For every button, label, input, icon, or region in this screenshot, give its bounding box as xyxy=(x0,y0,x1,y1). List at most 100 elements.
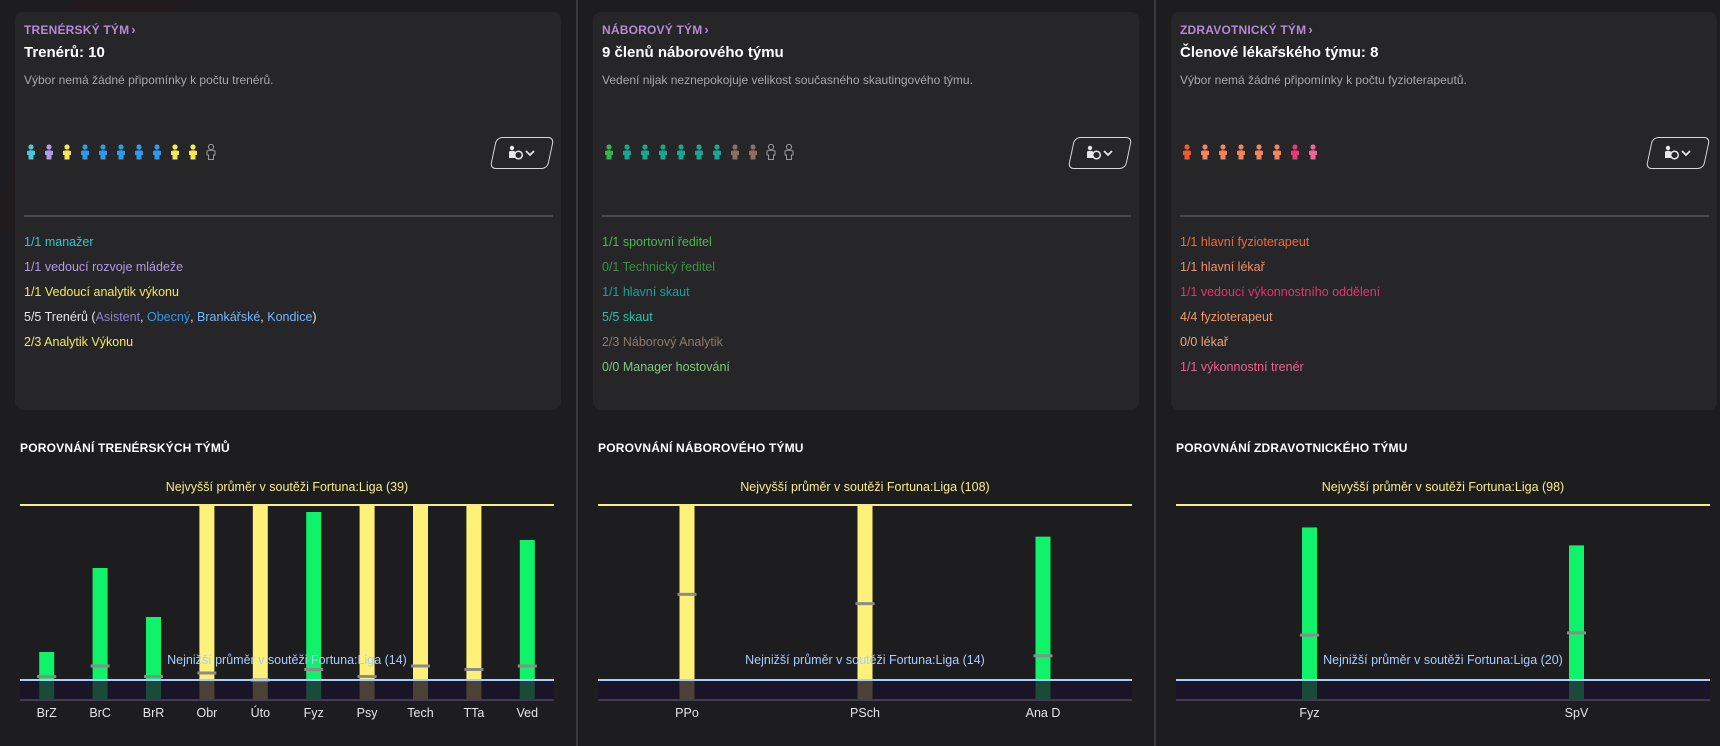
person-icon xyxy=(605,144,613,160)
person-icon xyxy=(81,144,89,160)
person-head xyxy=(624,144,630,150)
league-average-marker xyxy=(411,664,430,668)
staff-role-line: 1/1 výkonnostní trenér xyxy=(1180,355,1380,380)
comparison-chart: PPo PSch Ana D Nejvyšší průměr v soutěži Fo… xyxy=(598,480,1132,720)
staff-role-line: 1/1 manažer xyxy=(24,230,317,255)
team-card: ZDRAVOTNICKÝ TÝM › Členové lékařského tým… xyxy=(1171,12,1717,410)
role-gear xyxy=(513,150,524,160)
staff-role-text: 1/1 vedoucí rozvoje mládeže xyxy=(24,260,184,274)
comparison-chart: Fyz SpV Nejvyšší průměr v soutěži Fortuna:… xyxy=(1176,480,1710,720)
staff-role-text: 5/5 skaut xyxy=(602,310,653,324)
team-count-title: 9 členů náborového týmu xyxy=(602,44,784,61)
league-average-marker xyxy=(144,675,163,678)
role-gear xyxy=(1091,150,1102,160)
role-person-body xyxy=(509,150,515,158)
staff-role-text: , xyxy=(190,310,198,324)
staff-list: 1/1 sportovní ředitel 0/1 Technický ředit… xyxy=(602,230,730,380)
person-head xyxy=(172,144,178,150)
person-body xyxy=(171,150,179,160)
staff-role-line: 2/3 Náborový Analytik xyxy=(602,330,730,355)
person-body xyxy=(206,149,216,160)
person-body xyxy=(1219,150,1227,160)
league-average-marker xyxy=(197,671,217,675)
person-icon xyxy=(695,144,703,160)
staff-role-text: 1/1 výkonnostní trenér xyxy=(1180,360,1304,374)
board-comment: Výbor nemá žádné připomínky k počtu tren… xyxy=(24,73,274,87)
team-header-link[interactable]: TRENÉRSKÝ TÝM › xyxy=(24,22,136,37)
team-count-title: Trenérů: 10 xyxy=(24,44,105,61)
person-head xyxy=(785,144,793,151)
staff-role-text: 1/1 manažer xyxy=(24,235,94,249)
staff-role-line: 2/3 Analytik Výkonu xyxy=(24,330,317,355)
person-head xyxy=(1184,144,1190,150)
staff-role-line: 1/1 hlavní lékař xyxy=(1180,255,1380,280)
person-body xyxy=(641,150,649,160)
chart-bar xyxy=(519,540,535,680)
team-header-link[interactable]: NÁBOROVÝ TÝM › xyxy=(602,22,709,37)
person-head xyxy=(82,144,88,150)
chart-bar-stub xyxy=(92,680,108,700)
staff-role-dropdown-button[interactable] xyxy=(1067,137,1133,169)
staff-role-line: 1/1 hlavní skaut xyxy=(602,280,730,305)
recruitment-team-column: NÁBOROVÝ TÝM › 9 členů náborového týmu Ve… xyxy=(578,0,1140,746)
max-average-label: Nejvyšší průměr v soutěži Fortuna:Liga (… xyxy=(1322,480,1564,494)
person-icon xyxy=(1309,144,1317,160)
chart-category-label: PSch xyxy=(850,706,880,720)
staff-people-row xyxy=(1180,144,1320,160)
max-average-label: Nejvyšší průměr v soutěži Fortuna:Liga (… xyxy=(166,480,408,494)
person-icon xyxy=(1237,144,1245,160)
person-head xyxy=(136,144,142,150)
chart-bar-stub xyxy=(306,680,322,700)
league-average-marker xyxy=(90,664,110,668)
staff-role-dropdown-button[interactable] xyxy=(1645,137,1711,169)
person-head xyxy=(642,144,648,150)
staff-role-text: 5/5 Trenérů ( xyxy=(24,310,96,324)
person-icon xyxy=(784,144,794,160)
person-icon xyxy=(1201,144,1209,160)
person-head xyxy=(1256,144,1262,150)
chart-bar-stub xyxy=(466,680,482,700)
staff-role-icon xyxy=(509,145,535,160)
chart-bar xyxy=(146,617,161,680)
person-head xyxy=(1220,144,1226,150)
league-average-marker xyxy=(1300,633,1319,637)
person-head xyxy=(714,144,720,150)
person-icon xyxy=(641,144,649,160)
staff-role-line: 5/5 skaut xyxy=(602,305,730,330)
chart-category-label: Fyz xyxy=(304,706,324,720)
chart-bar xyxy=(857,505,873,680)
staff-role-text: 1/1 sportovní ředitel xyxy=(602,235,712,249)
chart-category-label: Obr xyxy=(196,706,217,720)
team-header-link[interactable]: ZDRAVOTNICKÝ TÝM › xyxy=(1180,22,1313,37)
person-icon xyxy=(63,144,71,160)
staff-role-text: 1/1 Vedoucí analytik výkonu xyxy=(24,285,179,299)
comparison-title: POROVNÁNÍ NÁBOROVÉHO TÝMU xyxy=(598,441,804,455)
staff-role-text: Brankářské xyxy=(197,310,261,324)
min-average-label: Nejnižší průměr v soutěži Fortuna:Liga (… xyxy=(745,653,985,667)
chart-bar xyxy=(39,652,55,680)
chart-bar-stub xyxy=(1569,680,1584,700)
person-icon xyxy=(1219,144,1227,160)
board-comment: Vedení nijak neznepokojuje velikost souč… xyxy=(602,73,973,87)
max-average-label: Nejvyšší průměr v soutěži Fortuna:Liga (… xyxy=(740,480,989,494)
person-head xyxy=(154,144,160,150)
chart-bar-stub xyxy=(1302,680,1317,700)
league-average-marker xyxy=(304,668,324,671)
person-icon xyxy=(1291,144,1299,160)
staff-role-text: 2/3 Analytik Výkonu xyxy=(24,335,134,349)
staff-role-text: 0/1 Technický ředitel xyxy=(602,260,716,274)
chevron-right-icon: › xyxy=(1308,22,1313,37)
staff-people-row xyxy=(602,144,796,160)
staff-role-dropdown-button[interactable] xyxy=(489,137,555,169)
person-head xyxy=(660,144,666,150)
chevron-right-icon: › xyxy=(131,22,136,37)
chart-category-label: Tech xyxy=(407,706,433,720)
person-head xyxy=(750,144,756,150)
min-average-label: Nejnižší průměr v soutěži Fortuna:Liga (… xyxy=(1323,653,1563,667)
person-head xyxy=(118,144,124,150)
medical-team-column: ZDRAVOTNICKÝ TÝM › Členové lékařského tým… xyxy=(1156,0,1718,746)
person-head xyxy=(28,144,34,150)
person-body xyxy=(81,150,89,160)
chart-category-label: BrC xyxy=(89,706,111,720)
person-icon xyxy=(171,144,179,160)
